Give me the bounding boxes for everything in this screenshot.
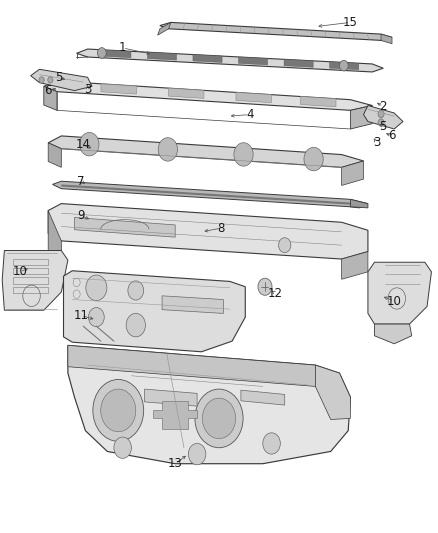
Polygon shape xyxy=(368,262,431,324)
Circle shape xyxy=(378,119,384,126)
Circle shape xyxy=(128,281,144,300)
Text: 8: 8 xyxy=(218,222,225,235)
Text: 10: 10 xyxy=(387,295,402,308)
Polygon shape xyxy=(61,184,350,205)
Circle shape xyxy=(39,77,44,83)
Text: 14: 14 xyxy=(76,139,91,151)
Polygon shape xyxy=(68,345,350,464)
Polygon shape xyxy=(102,50,131,58)
Polygon shape xyxy=(169,88,204,99)
Polygon shape xyxy=(236,92,272,103)
Circle shape xyxy=(279,238,291,253)
Circle shape xyxy=(202,398,236,439)
Polygon shape xyxy=(48,211,61,261)
Circle shape xyxy=(93,379,144,441)
Circle shape xyxy=(101,389,136,432)
Text: 15: 15 xyxy=(343,16,358,29)
Polygon shape xyxy=(342,161,364,185)
Circle shape xyxy=(158,138,177,161)
Polygon shape xyxy=(74,217,175,237)
Circle shape xyxy=(234,143,253,166)
Polygon shape xyxy=(147,52,177,60)
Polygon shape xyxy=(68,345,315,386)
Circle shape xyxy=(114,437,131,458)
Text: 5: 5 xyxy=(56,71,63,84)
Circle shape xyxy=(48,77,53,83)
Polygon shape xyxy=(101,84,137,94)
Polygon shape xyxy=(350,199,368,208)
Polygon shape xyxy=(300,96,336,107)
Circle shape xyxy=(97,47,106,58)
Text: 9: 9 xyxy=(77,209,85,222)
Polygon shape xyxy=(241,390,285,405)
Polygon shape xyxy=(44,81,372,110)
Polygon shape xyxy=(329,62,359,70)
Circle shape xyxy=(263,433,280,454)
Text: 4: 4 xyxy=(246,108,254,121)
Polygon shape xyxy=(77,49,383,72)
Text: 11: 11 xyxy=(74,309,88,322)
Polygon shape xyxy=(350,106,372,129)
Text: 10: 10 xyxy=(12,265,27,278)
Polygon shape xyxy=(315,365,350,419)
Text: 13: 13 xyxy=(168,457,183,470)
Circle shape xyxy=(258,278,272,295)
Circle shape xyxy=(195,389,243,448)
Polygon shape xyxy=(162,296,223,313)
Circle shape xyxy=(86,275,107,301)
Circle shape xyxy=(126,313,145,337)
Polygon shape xyxy=(53,181,368,208)
Text: 3: 3 xyxy=(373,136,380,149)
Polygon shape xyxy=(284,59,313,67)
Polygon shape xyxy=(2,251,68,310)
Text: 7: 7 xyxy=(77,175,85,188)
Polygon shape xyxy=(145,389,197,406)
Polygon shape xyxy=(48,143,61,167)
Text: 6: 6 xyxy=(44,84,52,97)
Polygon shape xyxy=(381,34,392,44)
Circle shape xyxy=(339,60,348,71)
Polygon shape xyxy=(160,22,392,41)
Text: 6: 6 xyxy=(388,130,396,142)
Polygon shape xyxy=(48,136,364,167)
Polygon shape xyxy=(193,54,222,62)
Text: 1: 1 xyxy=(119,42,127,54)
Polygon shape xyxy=(64,271,245,352)
Polygon shape xyxy=(238,57,268,65)
Circle shape xyxy=(378,110,384,118)
Text: 2: 2 xyxy=(379,100,387,113)
Circle shape xyxy=(188,443,206,465)
Polygon shape xyxy=(342,252,368,279)
Polygon shape xyxy=(364,106,403,129)
Polygon shape xyxy=(44,86,57,110)
Text: 5: 5 xyxy=(380,120,387,133)
Circle shape xyxy=(88,308,104,327)
Polygon shape xyxy=(374,324,412,344)
Polygon shape xyxy=(158,22,171,35)
Circle shape xyxy=(80,132,99,156)
Text: 12: 12 xyxy=(268,287,283,300)
Text: 3: 3 xyxy=(84,83,91,95)
Polygon shape xyxy=(48,204,368,259)
Polygon shape xyxy=(31,69,92,91)
Polygon shape xyxy=(153,401,197,429)
Circle shape xyxy=(304,147,323,171)
